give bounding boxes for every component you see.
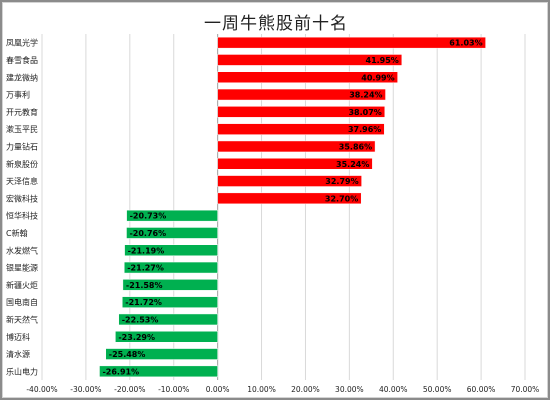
category-label: 国电南自 bbox=[6, 297, 38, 307]
category-label: 银星能源 bbox=[6, 263, 38, 273]
bar bbox=[105, 348, 218, 360]
x-tick-label: -10.00% bbox=[158, 385, 189, 394]
data-label: 32.70% bbox=[325, 194, 358, 203]
category-label: 开元教育 bbox=[6, 107, 38, 117]
data-label: 37.96% bbox=[348, 125, 381, 134]
data-label: 38.07% bbox=[348, 108, 381, 117]
category-label: 天泽信息 bbox=[6, 176, 38, 186]
category-label: 恒华科技 bbox=[6, 211, 38, 221]
bar bbox=[99, 365, 218, 378]
bar bbox=[217, 140, 376, 153]
data-label: 40.99% bbox=[361, 73, 394, 82]
category-label: 力量钻石 bbox=[6, 141, 38, 151]
bar bbox=[217, 54, 403, 66]
category-label: 春雪食品 bbox=[6, 55, 38, 65]
data-label: 35.86% bbox=[339, 142, 372, 151]
bar bbox=[122, 296, 218, 308]
x-tick-label: 70.00% bbox=[511, 385, 540, 394]
bar bbox=[217, 123, 385, 135]
category-label: 凤凰光学 bbox=[6, 38, 38, 48]
x-tick-label: -20.00% bbox=[114, 385, 145, 394]
x-tick-label: 40.00% bbox=[379, 385, 408, 394]
data-label: 32.79% bbox=[325, 177, 358, 186]
bar bbox=[217, 36, 486, 49]
bar bbox=[217, 158, 373, 170]
data-label: 61.03% bbox=[449, 39, 482, 48]
x-tick-label: 0.00% bbox=[206, 385, 230, 394]
data-label: -21.72% bbox=[125, 298, 162, 307]
data-label: -20.76% bbox=[129, 229, 166, 238]
category-label: 建龙微纳 bbox=[6, 72, 38, 82]
bar bbox=[118, 313, 218, 326]
category-label: 清水源 bbox=[6, 349, 30, 359]
category-label: C新翰 bbox=[6, 228, 28, 238]
bar bbox=[217, 71, 398, 83]
bar bbox=[123, 261, 218, 274]
data-label: 41.95% bbox=[366, 56, 399, 65]
data-label: -21.27% bbox=[127, 264, 164, 273]
bar bbox=[217, 175, 362, 187]
data-label: 38.24% bbox=[349, 91, 382, 100]
x-tick-label: 20.00% bbox=[291, 385, 320, 394]
data-label: -26.91% bbox=[102, 367, 139, 376]
bar bbox=[124, 244, 218, 256]
data-label: -21.19% bbox=[128, 246, 165, 255]
bar bbox=[126, 209, 218, 222]
category-label: 新泉股份 bbox=[6, 159, 38, 169]
x-tick-label: 30.00% bbox=[335, 385, 364, 394]
category-label: 新天然气 bbox=[6, 314, 38, 324]
bar bbox=[217, 106, 386, 118]
bar bbox=[217, 88, 386, 101]
category-label: 博迈科 bbox=[6, 332, 30, 342]
category-label: 新疆火炬 bbox=[6, 280, 38, 290]
data-label: -25.48% bbox=[109, 350, 146, 359]
x-tick-label: 10.00% bbox=[247, 385, 276, 394]
bar bbox=[126, 227, 218, 239]
category-label: 漱玉平民 bbox=[6, 124, 38, 134]
data-label: 35.24% bbox=[336, 160, 369, 169]
bar bbox=[122, 279, 218, 291]
category-label: 水发燃气 bbox=[6, 245, 38, 255]
chart-title: 一周牛熊股前十名 bbox=[204, 14, 348, 34]
x-tick-label: -40.00% bbox=[26, 385, 57, 394]
bar bbox=[217, 192, 362, 205]
category-label: 万事利 bbox=[6, 90, 30, 100]
data-label: -23.29% bbox=[118, 333, 155, 342]
data-label: -22.53% bbox=[122, 315, 159, 324]
x-tick-label: 60.00% bbox=[467, 385, 496, 394]
data-label: -20.73% bbox=[130, 212, 167, 221]
bar bbox=[115, 331, 218, 343]
x-tick-label: 50.00% bbox=[423, 385, 452, 394]
x-tick-label: -30.00% bbox=[70, 385, 101, 394]
data-label: -21.58% bbox=[126, 281, 163, 290]
category-label: 乐山电力 bbox=[6, 366, 38, 376]
category-label: 宏微科技 bbox=[6, 193, 38, 203]
